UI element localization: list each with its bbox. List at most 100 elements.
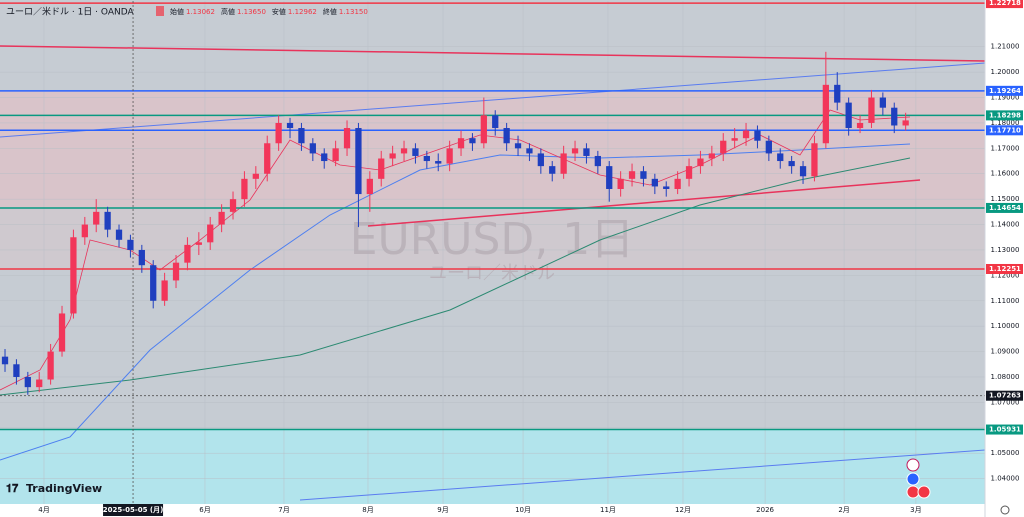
- x-tick-label: 10月: [515, 506, 531, 514]
- y-tick-label: 1.20000: [991, 68, 1020, 76]
- x-tick-label: 9月: [437, 506, 448, 514]
- candle-body: [446, 148, 453, 164]
- candle-body: [184, 244, 191, 263]
- candle-body: [58, 313, 66, 352]
- candle-body: [24, 376, 31, 388]
- candle-body: [571, 148, 579, 154]
- symbol-title: ユーロ／米ドル · 1日 · OANDA: [6, 6, 134, 18]
- candle-body: [252, 173, 259, 179]
- level-label-box: [986, 110, 1023, 121]
- candle-body: [811, 143, 818, 177]
- candle-body: [583, 148, 590, 156]
- event-icon[interactable]: [906, 458, 920, 472]
- readout-value: 1.13650: [237, 8, 266, 16]
- level-label-box: [986, 85, 1023, 96]
- moving-average: [0, 143, 911, 461]
- y-tick-label: 1.15000: [991, 195, 1020, 203]
- crosshair-x-label: 2025-05-05 (月): [103, 506, 164, 514]
- candle-body: [127, 239, 134, 250]
- y-tick-label: 1.09000: [991, 348, 1020, 356]
- candle-body: [834, 84, 841, 103]
- candle-body: [275, 122, 282, 144]
- candle-body: [560, 153, 567, 174]
- candle-body: [70, 237, 77, 314]
- zone-middle: [0, 209, 985, 269]
- candle-body: [241, 178, 248, 200]
- y-tick-label: 1.05000: [991, 449, 1020, 457]
- crosshair-y-label: 1.07263: [989, 392, 1021, 400]
- level-label: 1.22718: [989, 0, 1021, 7]
- candle-body: [777, 153, 784, 162]
- x-tick-label: 2月: [838, 506, 849, 514]
- y-tick-label: 1.12000: [991, 271, 1020, 279]
- trendline: [367, 179, 921, 227]
- candle-body: [674, 178, 681, 189]
- level-label-box: [986, 125, 1023, 136]
- candle-body: [229, 199, 237, 212]
- candle-body: [514, 143, 522, 149]
- candle-body: [400, 148, 408, 154]
- x-tick-label: 4月: [38, 506, 49, 514]
- event-icon[interactable]: [906, 485, 920, 499]
- y-tick-label: 1.14000: [991, 221, 1020, 229]
- level-label: 1.18298: [989, 111, 1021, 119]
- candle-body: [321, 153, 328, 162]
- readout-value: 1.13062: [186, 8, 215, 16]
- zone-upper: [0, 91, 985, 209]
- event-icon[interactable]: [906, 472, 920, 486]
- level-label-box: [986, 202, 1023, 213]
- price-axis: [985, 0, 1024, 517]
- candle-body: [788, 161, 795, 167]
- x-tick-label: 3月: [910, 506, 921, 514]
- crosshair-label-box: [103, 504, 164, 516]
- candle-body: [822, 84, 829, 144]
- y-tick-label: 1.10000: [991, 322, 1020, 330]
- level-label: 1.05931: [989, 426, 1021, 434]
- grid: [0, 1, 985, 504]
- candle-body: [195, 242, 202, 245]
- candle-body: [138, 249, 145, 266]
- x-tick-label: 8月: [362, 506, 373, 514]
- level-label: 1.17710: [989, 126, 1021, 134]
- candle-body: [298, 128, 305, 144]
- watermark: EURUSD, 1日: [350, 214, 635, 265]
- candle-body: [891, 107, 898, 126]
- x-tick-label: 2026: [756, 506, 774, 514]
- y-tick-label: 1.07000: [991, 398, 1020, 406]
- candle-body: [526, 148, 533, 154]
- candle-body: [13, 364, 20, 377]
- candle-body: [264, 143, 271, 174]
- candle-body: [685, 166, 693, 179]
- candle-body: [720, 140, 727, 154]
- settings-icon[interactable]: [1000, 505, 1010, 515]
- candle-body: [742, 130, 750, 139]
- readout-value: 1.13150: [339, 8, 368, 16]
- zone-lower: [0, 429, 985, 504]
- candle-body: [503, 128, 510, 144]
- candle-body: [902, 120, 909, 126]
- y-tick-label: 1.13000: [991, 246, 1020, 254]
- ohlc-readout: 始値 1.13062 高値 1.13650 安値 1.12962 終値 1.13150: [170, 7, 368, 16]
- y-tick-label: 1.11000: [991, 297, 1020, 305]
- flag-icon: [156, 6, 164, 16]
- candle-body: [104, 211, 111, 230]
- candle-body: [537, 153, 544, 167]
- event-icon[interactable]: [917, 485, 931, 499]
- candle-body: [469, 138, 476, 144]
- candle-body: [366, 178, 373, 195]
- x-tick-label: 6月: [199, 506, 210, 514]
- candle-body: [207, 224, 214, 243]
- candle-body: [879, 97, 886, 108]
- y-tick-label: 1.18000: [991, 119, 1020, 127]
- candle-body: [754, 130, 761, 141]
- y-tick-label: 1.08000: [991, 373, 1020, 381]
- axis-labels: 1.040001.050001.060001.070001.080001.090…: [38, 0, 1023, 516]
- level-label-box: [986, 0, 1023, 9]
- readout-name: 高値: [221, 7, 235, 16]
- candle-body: [594, 155, 601, 167]
- candle-body: [93, 211, 100, 225]
- candle-body: [332, 148, 339, 162]
- candle-body: [161, 280, 168, 301]
- candle-body: [856, 122, 864, 129]
